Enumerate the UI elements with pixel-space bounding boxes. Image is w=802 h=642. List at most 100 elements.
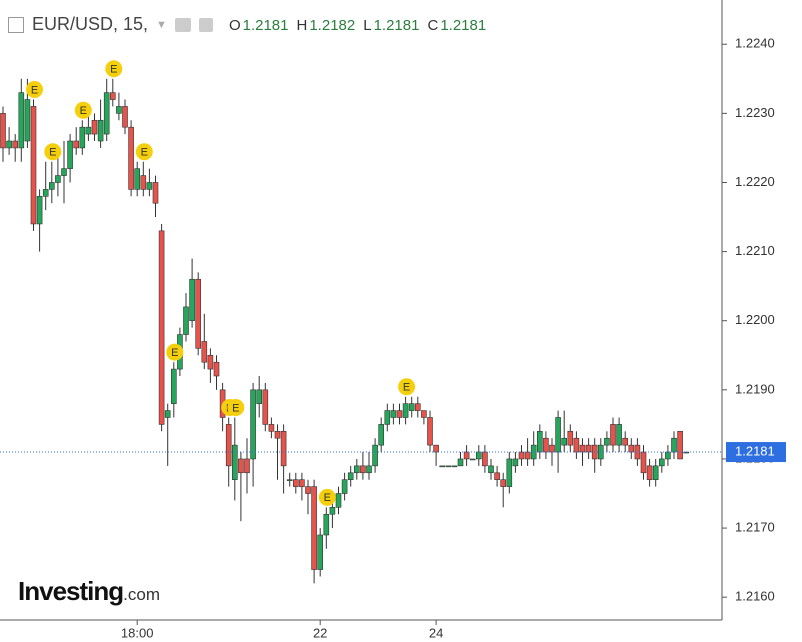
y-tick-label: 1.2230 [735,105,775,120]
candle-body [622,437,629,446]
candle-body [384,410,391,425]
y-tick-label: 1.2170 [735,520,775,535]
candle-body [323,513,330,536]
candle-body [195,278,201,349]
candle-body [262,389,269,425]
logo: Investing.com [18,576,160,607]
event-label: E [110,64,117,76]
candle-body [402,403,409,418]
candle-body [30,106,37,225]
ohlc-key: C [427,16,439,34]
candle-body [0,113,6,149]
candle-body [506,458,513,487]
event-marker [227,398,245,416]
candle-body [414,403,421,411]
event-label: E [49,147,56,159]
candle-body [573,437,580,453]
logo-brand: Investing [18,576,124,606]
candle-body [329,507,336,515]
candle-body [164,410,171,418]
candle-body [518,451,525,460]
candle-body [213,361,220,377]
candle-body [335,493,342,508]
ohlc-value: 1.2181 [440,16,487,34]
symbol: EUR/USD, 15, [32,14,149,34]
candle-body [67,140,73,169]
candle-body [549,444,555,453]
candle-body [341,479,348,494]
candle-body [366,465,372,474]
candle-body [451,465,458,468]
event-label: E [403,382,410,394]
candle-body [280,431,287,467]
candle-body [567,431,574,446]
event-label: E [171,347,178,359]
candle-body [652,465,659,480]
ohlc-value: 1.2181 [242,16,289,34]
event-marker [398,378,416,396]
y-tick-label: 1.2160 [735,589,775,604]
candle-body [372,444,378,467]
last-price-box [726,442,786,463]
candle-body [488,465,494,474]
event-marker [166,343,184,361]
candle-body [500,479,507,487]
candle-body [457,458,464,467]
candle-body [225,424,232,467]
candle-body [146,182,153,190]
y-tick-label: 1.2240 [735,36,775,51]
candle-body [665,451,671,460]
candle-body [628,444,635,453]
ohlc: O 1.2181 H 1.2182 L 1.2181 C 1.2181 [221,15,486,35]
x-tick-label: 24 [429,625,443,640]
event-marker [44,143,62,161]
collapse-box[interactable] [8,16,24,33]
candle-body [677,431,683,460]
candle-body [85,126,92,135]
candle-body [469,458,476,461]
settings-icon[interactable] [198,17,213,32]
candle-body [134,168,140,190]
event-label: E [31,84,38,96]
dropdown[interactable]: ▼ [156,18,167,31]
candle-body [256,389,263,404]
candle-body [110,92,116,100]
candle-body [292,479,299,487]
candle-body [543,437,549,453]
ohlc-key: O [228,16,241,34]
candle-body [183,306,189,335]
candle-body [305,486,311,494]
eye-icon[interactable] [174,17,191,32]
logo-suffix: .com [123,585,160,604]
candle-body [299,479,305,487]
candle-body [610,424,616,446]
candle-body [353,465,360,474]
candle-body [494,472,500,480]
x-tick-label: 22 [313,625,327,640]
candle-body [268,424,275,432]
y-tick-label: 1.2200 [735,312,775,327]
candle-body [128,126,134,190]
header: EUR/USD, 15, ▼ O 1.2181 H 1.2182 L 1.2181 C 1.2… [8,14,486,35]
candle-body [36,195,43,225]
candle-body [152,182,159,204]
event-label: E [324,492,331,504]
event-marker [105,60,123,78]
candle-body [616,424,622,446]
last-price-label: 1.2181 [735,443,775,458]
candle-body [201,341,208,363]
event-label: E [80,105,87,117]
candle-body [55,175,61,183]
candle-body [24,99,31,142]
ohlc-key: H [296,16,308,34]
candle-body [378,424,385,446]
candle-body [579,444,586,453]
event-marker [135,143,153,161]
candle-body [433,444,439,453]
candle-body [286,479,293,481]
candle-body [274,431,281,439]
candle-body [6,140,12,149]
candle-body [103,92,110,135]
